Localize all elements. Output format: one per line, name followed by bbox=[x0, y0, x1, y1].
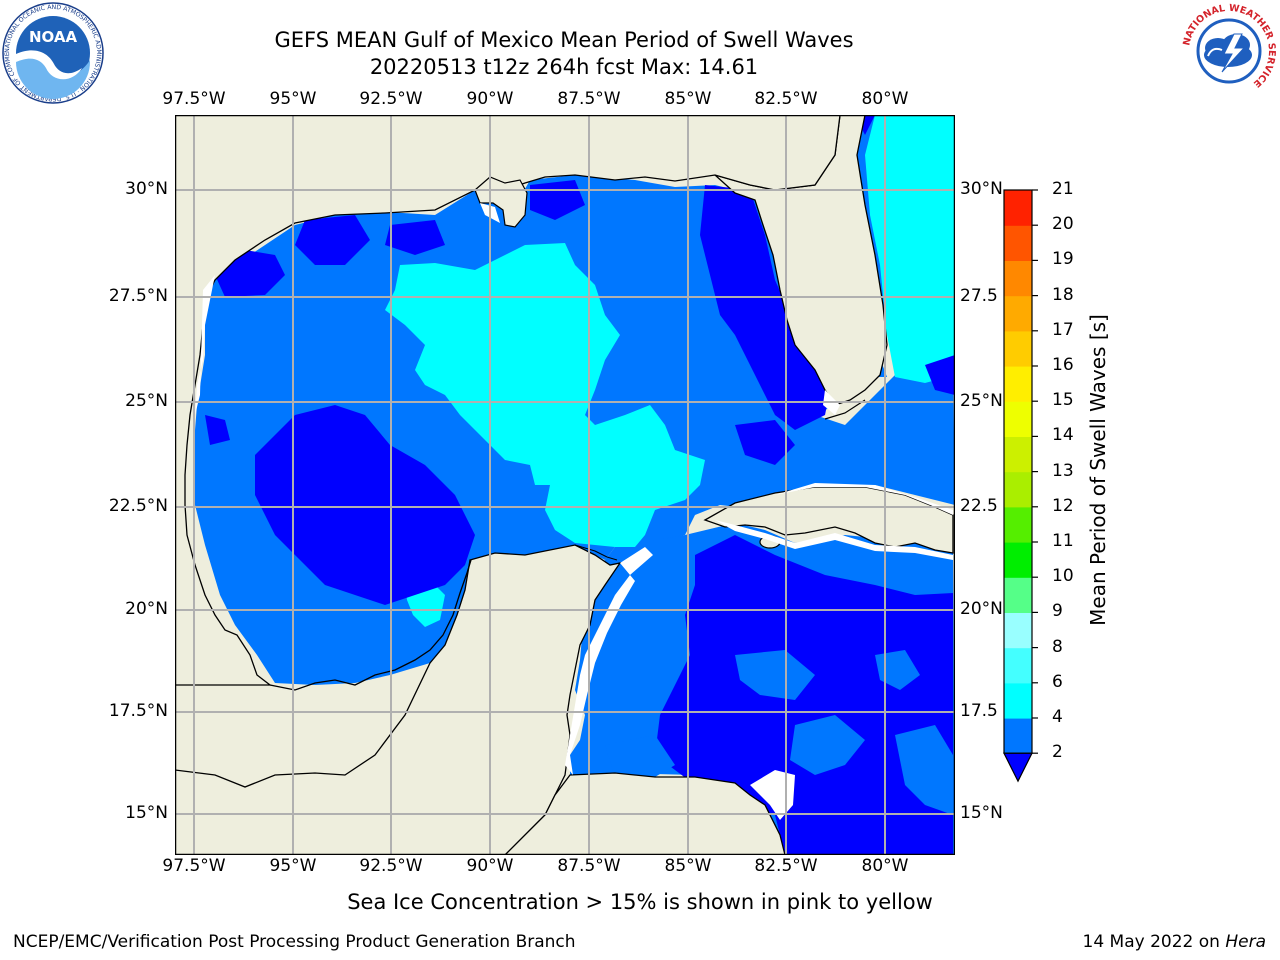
colorbar-band bbox=[1004, 471, 1032, 508]
colorbar-label: Mean Period of Swell Waves [s] bbox=[1086, 314, 1110, 626]
lat-tick-label: 25°N bbox=[125, 391, 168, 411]
colorbar-tick-label: 18 bbox=[1052, 284, 1074, 305]
colorbar-tick-label: 2 bbox=[1052, 742, 1063, 763]
lon-tick-label: 87.5°W bbox=[557, 89, 621, 109]
colorbar-band bbox=[1004, 612, 1032, 649]
colorbar-band bbox=[1004, 682, 1032, 719]
graticule bbox=[175, 115, 955, 855]
colorbar-band bbox=[1004, 330, 1032, 367]
lat-tick-label: 22.5°N bbox=[108, 496, 168, 516]
lon-tick-label: 82.5°W bbox=[754, 89, 818, 109]
colorbar-tick-label: 9 bbox=[1052, 601, 1063, 622]
colorbar bbox=[1003, 189, 1038, 783]
footer-date: 14 May 2022 on Hera bbox=[1082, 932, 1267, 952]
lon-tick-label: 95°W bbox=[269, 856, 317, 876]
colorbar-extension bbox=[1003, 752, 1033, 783]
lat-tick-label: 27.5 bbox=[960, 286, 998, 306]
lat-tick-label: 30°N bbox=[960, 179, 1003, 199]
colorbar-tick-label: 12 bbox=[1052, 495, 1074, 516]
lat-tick-label: 20°N bbox=[125, 599, 168, 619]
colorbar-tick-label: 20 bbox=[1052, 214, 1074, 235]
nws-logo: NATIONAL WEATHER SERVICE bbox=[1180, 2, 1278, 100]
colorbar-band bbox=[1004, 401, 1032, 437]
dark-blue-patches bbox=[205, 180, 953, 855]
footer-credit: NCEP/EMC/Verification Post Processing Pr… bbox=[13, 932, 576, 952]
lon-tick-label: 80°W bbox=[861, 89, 909, 109]
map-subtitle: 20220513 t12z 264h fcst Max: 14.61 bbox=[369, 55, 759, 79]
colorbar-tick-label: 8 bbox=[1052, 636, 1063, 657]
lon-tick-label: 82.5°W bbox=[754, 856, 818, 876]
map-frame bbox=[175, 115, 955, 855]
lat-tick-label: 25°N bbox=[960, 391, 1003, 411]
lon-tick-label: 90°W bbox=[466, 856, 514, 876]
colorbar-tick-label: 13 bbox=[1052, 460, 1074, 481]
colorbar-band bbox=[1004, 647, 1032, 684]
lon-tick-label: 92.5°W bbox=[359, 89, 423, 109]
colorbar-tick-label: 10 bbox=[1052, 566, 1074, 587]
colorbar-tick-label: 21 bbox=[1052, 179, 1074, 199]
lat-tick-label: 20°N bbox=[960, 599, 1003, 619]
colorbar-band bbox=[1004, 366, 1032, 402]
colorbar-tick-label: 17 bbox=[1052, 319, 1074, 340]
colorbar-tick-label: 19 bbox=[1052, 249, 1074, 270]
colorbar-tick-label: 14 bbox=[1052, 425, 1074, 446]
lat-tick-label: 17.5°N bbox=[108, 701, 168, 721]
colorbar-band bbox=[1004, 436, 1032, 473]
lon-tick-label: 97.5°W bbox=[162, 89, 226, 109]
lon-tick-label: 87.5°W bbox=[557, 856, 621, 876]
lat-tick-label: 15°N bbox=[125, 803, 168, 823]
gulf-cyan-patch bbox=[385, 243, 705, 547]
lat-tick-label: 15°N bbox=[960, 803, 1003, 823]
lon-tick-label: 97.5°W bbox=[162, 856, 226, 876]
noaa-logo: NATIONAL OCEANIC AND ATMOSPHERIC ADMINIS… bbox=[2, 2, 104, 104]
colorbar-tick-label: 11 bbox=[1052, 531, 1074, 551]
colorbar-band bbox=[1004, 295, 1032, 332]
lon-tick-label: 90°W bbox=[466, 89, 514, 109]
colorbar-band bbox=[1004, 260, 1032, 297]
lon-tick-label: 95°W bbox=[269, 89, 317, 109]
lat-tick-label: 27.5°N bbox=[108, 286, 168, 306]
lon-tick-label: 85°W bbox=[664, 856, 712, 876]
colorbar-tick-label: 6 bbox=[1052, 671, 1063, 692]
colorbar-band bbox=[1004, 718, 1032, 754]
lon-tick-label: 80°W bbox=[861, 856, 909, 876]
colorbar-tick-label: 15 bbox=[1052, 390, 1074, 411]
colorbar-band bbox=[1004, 190, 1032, 226]
lat-tick-label: 22.5 bbox=[960, 496, 998, 516]
colorbar-tick-label: 16 bbox=[1052, 355, 1074, 375]
atlantic-water bbox=[840, 115, 955, 383]
colorbar-band bbox=[1004, 506, 1032, 543]
footer-host: Hera bbox=[1225, 932, 1266, 952]
lat-tick-label: 30°N bbox=[125, 179, 168, 199]
lon-tick-label: 92.5°W bbox=[359, 856, 423, 876]
map-title: GEFS MEAN Gulf of Mexico Mean Period of … bbox=[274, 28, 854, 52]
map-panel bbox=[175, 115, 955, 855]
colorbar-band bbox=[1004, 225, 1032, 261]
colorbar-band bbox=[1004, 577, 1032, 613]
colorbar-tick-label: 4 bbox=[1052, 707, 1063, 727]
lat-tick-label: 17.5 bbox=[960, 701, 998, 721]
noaa-text: NOAA bbox=[29, 28, 78, 46]
lon-tick-label: 85°W bbox=[664, 89, 712, 109]
colorbar-band bbox=[1004, 542, 1032, 578]
ice-note: Sea Ice Concentration > 15% is shown in … bbox=[347, 890, 933, 914]
